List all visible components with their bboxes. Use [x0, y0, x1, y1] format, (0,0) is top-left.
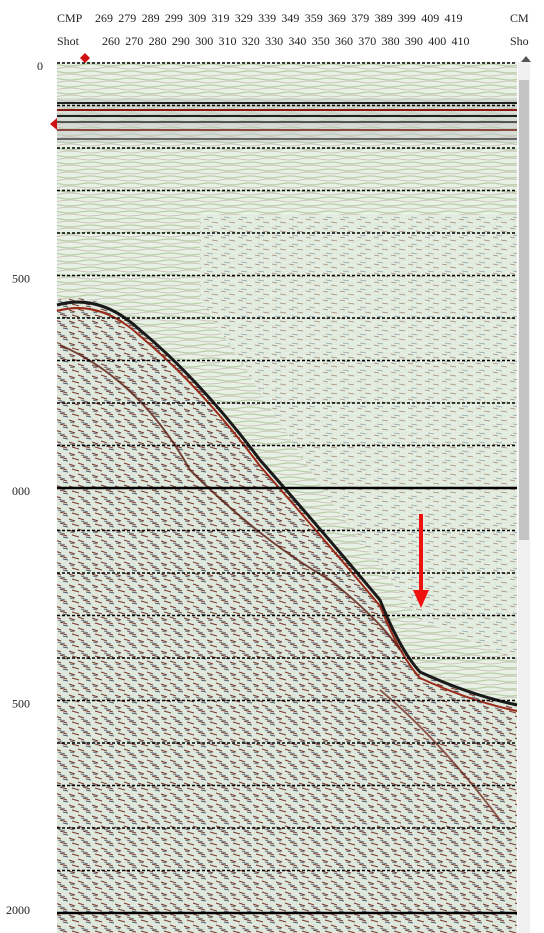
shot-value: 340	[288, 34, 306, 48]
cmp-value: 389	[375, 11, 393, 25]
shot-value: 300	[195, 34, 213, 48]
seafloor-reflector	[56, 300, 518, 707]
cmp-value: 299	[165, 11, 183, 25]
shot-label: Shot	[57, 34, 80, 48]
cmp-value: 359	[305, 11, 323, 25]
cmp-value: 339	[258, 11, 276, 25]
shot-value: 410	[452, 34, 470, 48]
cmp-value: 269	[95, 11, 113, 25]
time-label: 500	[12, 697, 30, 711]
shot-value: 320	[242, 34, 260, 48]
sediment-texture	[200, 215, 517, 660]
cmp-value: 329	[235, 11, 253, 25]
shot-value: 260	[102, 34, 120, 48]
cmp-value: 409	[421, 11, 439, 25]
cmp-value: 309	[188, 11, 206, 25]
shot-value: 330	[265, 34, 283, 48]
time-label: 000	[12, 484, 30, 498]
cmp-label: CMP	[57, 11, 83, 25]
time-label: 500	[12, 272, 30, 286]
scroll-up[interactable]	[521, 56, 531, 62]
shot-value: 380	[382, 34, 400, 48]
deep-reflector	[59, 344, 401, 651]
seafloor-reflector	[56, 307, 518, 712]
time-label: 2000	[6, 903, 30, 917]
scrollbar-thumb[interactable]	[519, 80, 529, 540]
cmp-value: 349	[281, 11, 299, 25]
time-marker	[50, 118, 57, 130]
cmp-value: 319	[212, 11, 230, 25]
strong-band	[57, 98, 517, 143]
shot-value: 310	[219, 34, 237, 48]
shot-label-right: Sho	[510, 34, 529, 48]
cmp-value: 379	[351, 11, 369, 25]
cmp-value: 399	[398, 11, 416, 25]
shot-value: 270	[125, 34, 143, 48]
cmp-value: 419	[445, 11, 463, 25]
cmp-value: 369	[328, 11, 346, 25]
deep-reflector	[379, 689, 501, 821]
shot-value: 290	[172, 34, 190, 48]
shot-value: 280	[149, 34, 167, 48]
shot-value: 390	[405, 34, 423, 48]
shot-value: 370	[358, 34, 376, 48]
top-marker	[80, 53, 90, 63]
arrow-head	[413, 590, 429, 608]
shot-value: 400	[428, 34, 446, 48]
cmp-label-right: CM	[510, 11, 529, 25]
band-reflectors	[57, 102, 517, 140]
cmp-value: 289	[142, 11, 160, 25]
shot-value: 360	[335, 34, 353, 48]
time-label: 0	[37, 59, 43, 73]
cmp-value: 279	[118, 11, 136, 25]
shot-value: 350	[312, 34, 330, 48]
